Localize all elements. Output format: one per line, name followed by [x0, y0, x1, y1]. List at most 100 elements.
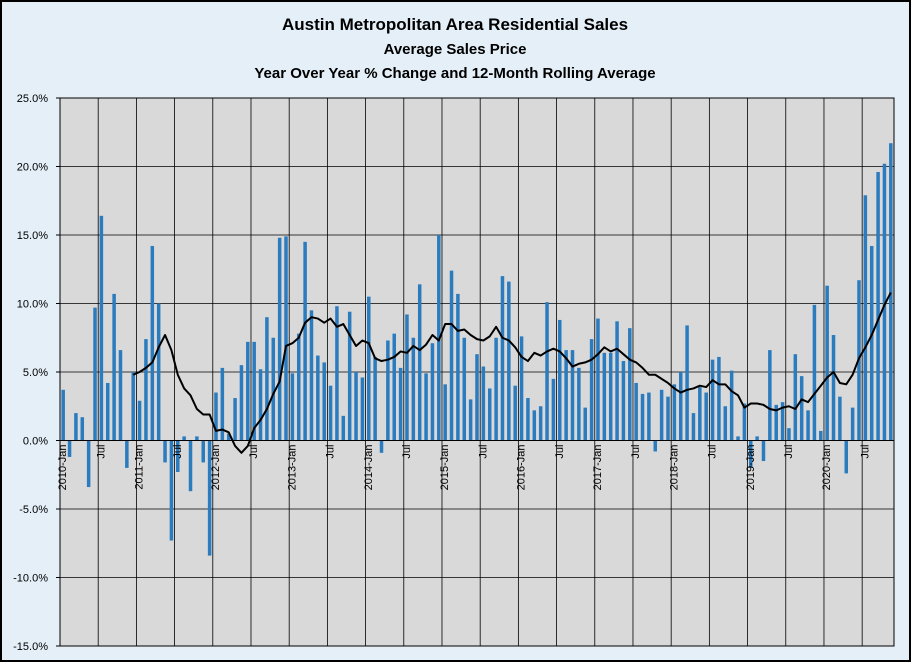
bar — [239, 365, 244, 441]
bar — [717, 356, 721, 441]
bar — [379, 440, 384, 453]
bar — [188, 440, 193, 492]
bar — [487, 388, 492, 441]
y-tick-label: 25.0% — [17, 93, 48, 105]
bar — [621, 361, 626, 441]
bar — [144, 339, 148, 441]
bar — [462, 337, 467, 441]
bar — [386, 340, 390, 441]
bar — [761, 440, 766, 462]
x-tick-label: Jul — [401, 445, 413, 459]
bar — [424, 373, 428, 441]
bar — [296, 333, 301, 441]
x-tick-label: 2013-Jan — [286, 445, 298, 491]
x-tick-label: 2017-Jan — [592, 445, 604, 491]
bar — [360, 377, 365, 441]
bar — [838, 396, 842, 441]
bar — [112, 293, 116, 441]
bar — [475, 354, 479, 441]
bar — [246, 341, 250, 441]
bar — [507, 281, 511, 441]
bar — [538, 406, 543, 441]
bar — [456, 293, 460, 441]
y-tick-label: 5.0% — [23, 367, 48, 379]
bar — [678, 372, 683, 441]
bar — [271, 337, 276, 441]
bar — [710, 359, 715, 441]
bar — [156, 303, 161, 441]
x-tick-label: Jul — [172, 445, 184, 459]
x-tick-label: Jul — [859, 445, 871, 459]
y-tick-label: 15.0% — [17, 230, 48, 242]
bar — [61, 389, 65, 441]
bar — [392, 333, 396, 441]
bar — [551, 378, 556, 441]
bar — [252, 341, 256, 441]
y-tick-label: 20.0% — [17, 162, 48, 174]
bar — [214, 392, 218, 441]
bar — [176, 440, 180, 473]
x-tick-label: 2014-Jan — [363, 445, 375, 491]
bar — [220, 367, 225, 441]
bar — [589, 339, 594, 441]
bar — [500, 276, 505, 441]
y-tick-label: -5.0% — [19, 504, 48, 516]
x-tick-label: Jul — [707, 445, 719, 459]
bar — [93, 307, 97, 441]
bar — [290, 373, 295, 441]
bar — [398, 367, 403, 441]
bars-layer — [61, 143, 893, 556]
bar — [742, 403, 747, 441]
bar — [354, 372, 358, 441]
bar — [558, 319, 562, 441]
bar — [787, 428, 791, 441]
bar — [322, 362, 326, 441]
x-tick-label: 2019-Jan — [745, 445, 757, 491]
bar — [672, 384, 677, 441]
bar — [659, 389, 664, 441]
bar — [195, 436, 199, 441]
bar — [182, 436, 186, 441]
bar — [405, 314, 409, 441]
bar — [876, 171, 880, 441]
x-tick-label: Jul — [95, 445, 107, 459]
bar — [468, 399, 473, 441]
bar — [723, 406, 728, 441]
bar — [653, 440, 658, 452]
bar — [277, 237, 282, 441]
chart-subtitle-2: Year Over Year % Change and 12-Month Rol… — [254, 65, 655, 82]
bar — [258, 369, 263, 441]
bar — [819, 430, 823, 441]
bar — [564, 350, 568, 441]
bar — [812, 304, 817, 441]
bar — [799, 376, 804, 441]
x-tick-label: Jul — [783, 445, 795, 459]
bar — [481, 366, 486, 441]
bar — [86, 440, 91, 488]
bar — [430, 343, 435, 441]
bar — [532, 410, 537, 441]
chart-title: Austin Metropolitan Area Residential Sal… — [282, 15, 628, 34]
bar — [666, 396, 670, 441]
x-tick-label: 2018-Jan — [668, 445, 680, 491]
bar — [494, 337, 498, 441]
bar — [74, 413, 78, 441]
bar — [850, 407, 855, 441]
bar — [373, 356, 377, 441]
bar — [570, 350, 575, 441]
bar — [526, 398, 530, 441]
bar — [284, 236, 288, 441]
bar — [882, 163, 887, 441]
bar — [449, 270, 454, 441]
bar — [201, 440, 205, 463]
bar — [328, 385, 333, 441]
bar — [736, 436, 740, 441]
bar — [640, 393, 645, 441]
bar — [118, 350, 123, 441]
bar — [417, 284, 422, 441]
bar — [869, 245, 874, 441]
x-tick-label: Jul — [248, 445, 260, 459]
x-tick-label: 2011-Jan — [134, 445, 146, 490]
